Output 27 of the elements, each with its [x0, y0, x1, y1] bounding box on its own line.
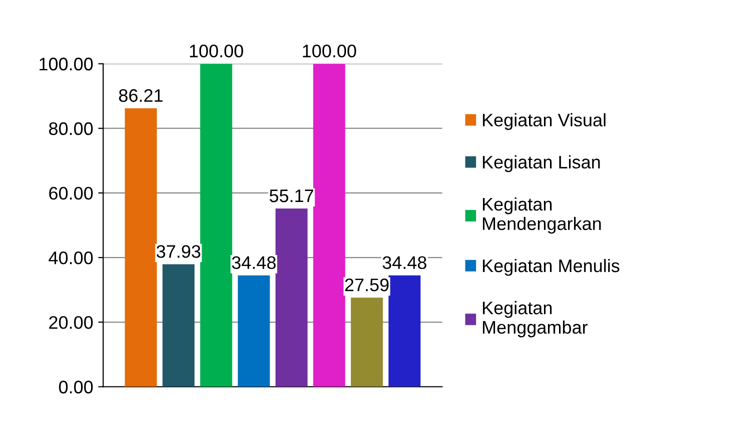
data-label: 55.17: [270, 190, 314, 202]
legend-label: Kegiatan Visual: [482, 113, 606, 130]
data-label: 34.48: [232, 256, 276, 270]
data-label: 86.21: [119, 89, 163, 102]
bar: [388, 275, 421, 387]
data-label: 27.59: [345, 278, 389, 292]
y-tick-label: 60.00: [49, 186, 93, 200]
legend-label: Kegiatan Menggambar: [482, 301, 588, 338]
bar: [124, 108, 157, 387]
legend-label: Kegiatan Mendengarkan: [482, 197, 601, 234]
y-tick-label: 40.00: [48, 251, 93, 264]
y-tick-label: 100.00: [40, 58, 93, 70]
bar: [276, 208, 308, 387]
y-tick-label: 0.00: [59, 380, 93, 394]
legend-label: Kegiatan Lisan: [482, 155, 600, 172]
bar: [200, 64, 232, 387]
data-label: 100.00: [302, 44, 356, 58]
y-tick-label: 20.00: [49, 316, 93, 329]
bar: [238, 275, 270, 387]
data-label: 37.93: [156, 245, 200, 258]
data-label: 34.48: [382, 256, 426, 270]
bar: [313, 64, 346, 387]
y-tick-label: 80.00: [49, 122, 93, 136]
legend-label: Kegiatan Menulis: [482, 258, 620, 276]
bar: [162, 264, 195, 387]
data-label: 100.00: [190, 44, 244, 58]
bar: [350, 298, 383, 387]
